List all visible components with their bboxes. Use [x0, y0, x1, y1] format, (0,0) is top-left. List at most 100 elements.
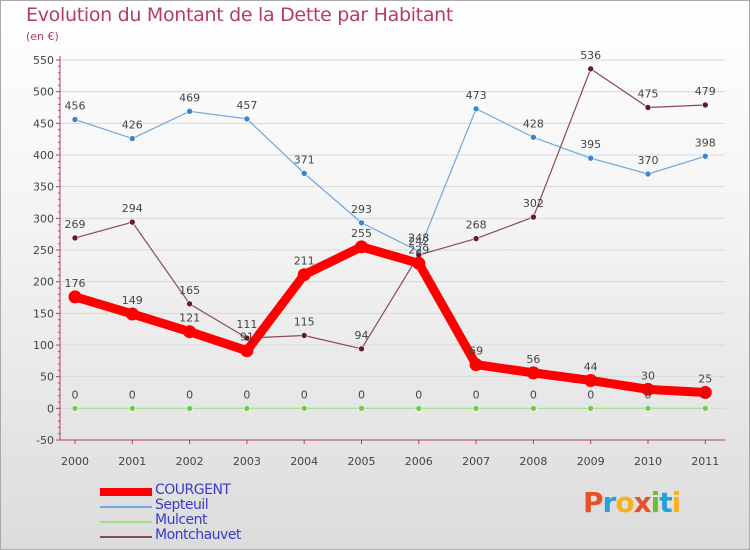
x-tick-label-2004: 2004: [290, 455, 318, 468]
data-label-septeuil-2010: 370: [638, 154, 659, 167]
y-tick-label-400: 400: [33, 149, 54, 162]
data-label-montchauvet-2002: 165: [179, 284, 200, 297]
data-label-montchauvet-2008: 302: [523, 197, 544, 210]
legend-swatch-montchauvet: [100, 536, 152, 538]
data-label-courgent-2007: 69: [469, 345, 483, 358]
point-courgent-2009: [584, 373, 598, 387]
data-label-montchauvet-2001: 294: [122, 202, 143, 215]
y-tick-label-0: 0: [47, 402, 54, 415]
data-label-courgent-2004: 211: [294, 255, 315, 268]
x-tick-label-2003: 2003: [233, 455, 261, 468]
y-tick-labels: -50 0 50 100 150 200 250 300 350 400 450 500 550: [33, 54, 54, 447]
data-label-septeuil-2007: 473: [466, 89, 487, 102]
point-courgent-2010: [641, 382, 655, 396]
series-line-septeuil: [74, 108, 706, 252]
x-tick-label-2000: 2000: [61, 455, 89, 468]
x-tick-label-2002: 2002: [176, 455, 204, 468]
data-label-montchauvet-2011: 479: [695, 85, 716, 98]
axes: [56, 56, 725, 444]
logo-letter: i: [650, 486, 661, 519]
data-label-mulcent-2007: 0: [473, 388, 480, 401]
point-mulcent-2004: [300, 405, 308, 412]
point-mulcent-2011: [701, 405, 709, 412]
logo-letter: x: [633, 486, 652, 519]
x-tick-label-2007: 2007: [462, 455, 490, 468]
point-courgent-2002: [183, 325, 197, 339]
point-courgent-2007: [469, 358, 483, 372]
point-courgent-2004: [297, 268, 311, 282]
point-mulcent-2009: [587, 405, 595, 412]
point-septeuil-2005: [358, 219, 365, 227]
series-layer: [68, 65, 712, 412]
proxiti-logo: Proxiti: [583, 486, 682, 519]
point-courgent-2011: [698, 386, 712, 399]
logo-letter: i: [671, 486, 682, 519]
chart-title: Evolution du Montant de la Dette par Hab…: [26, 4, 454, 26]
x-tick-label-2011: 2011: [691, 455, 719, 468]
series-line-montchauvet: [74, 68, 706, 350]
x-tick-label-2001: 2001: [118, 455, 146, 468]
series-line-courgent: [70, 242, 710, 397]
y-tick-label-350: 350: [33, 181, 54, 194]
data-label-courgent-2009: 44: [584, 360, 598, 373]
data-label-courgent-2008: 56: [526, 353, 540, 366]
legend-swatch-mulcent: [100, 521, 152, 523]
point-montchauvet-2000: [71, 234, 79, 242]
y-tick-label-50: 50: [40, 371, 54, 384]
point-courgent-2006: [412, 256, 426, 270]
point-mulcent-2005: [358, 405, 365, 412]
data-label-mulcent-2004: 0: [301, 388, 308, 401]
legend-item-septeuil: Septeuil: [100, 497, 300, 514]
legend-label-mulcent: Mulcent: [155, 512, 208, 528]
data-label-septeuil-2003: 457: [236, 99, 257, 112]
data-label-mulcent-2005: 0: [358, 388, 365, 401]
data-label-montchauvet-2003: 111: [236, 318, 257, 331]
data-label-courgent-2001: 149: [122, 294, 143, 307]
point-courgent-2001: [125, 307, 139, 321]
point-septeuil-2001: [129, 135, 136, 142]
data-label-septeuil-2004: 371: [294, 153, 315, 166]
data-label-montchauvet-2007: 268: [466, 219, 487, 232]
data-label-septeuil-2005: 293: [351, 203, 372, 216]
point-mulcent-2010: [644, 405, 652, 412]
y-tick-label--50: -50: [36, 434, 54, 447]
data-label-courgent-2002: 121: [179, 312, 200, 325]
point-courgent-2000: [68, 290, 82, 304]
legend-label-courgent: COURGENT: [155, 482, 231, 498]
grid-lines: [60, 59, 725, 441]
data-label-montchauvet-2010: 475: [638, 88, 659, 101]
point-mulcent-2006: [415, 405, 423, 412]
point-septeuil-2008: [530, 133, 537, 141]
x-tick-label-2006: 2006: [405, 455, 433, 468]
point-montchauvet-2009: [587, 65, 595, 73]
x-tick-label-2008: 2008: [519, 455, 547, 468]
data-label-montchauvet-2005: 94: [355, 329, 369, 342]
point-mulcent-2000: [71, 405, 79, 412]
logo-letter: P: [583, 486, 604, 519]
point-septeuil-2002: [186, 108, 193, 115]
data-label-montchauvet-2006: 242: [408, 235, 429, 248]
data-label-courgent-2006: 229: [408, 243, 429, 256]
x-tick-labels: 2000 2001 2002 2003 2004 2005 2006 2007 2008 2009…: [61, 455, 719, 468]
data-label-mulcent-2001: 0: [129, 388, 136, 401]
legend-swatch-courgent: [100, 488, 152, 496]
point-courgent-2008: [526, 366, 540, 380]
data-label-septeuil-2001: 426: [122, 119, 143, 132]
data-label-septeuil-2009: 395: [580, 138, 601, 151]
y-tick-label-100: 100: [33, 339, 54, 352]
y-tick-label-500: 500: [33, 86, 54, 99]
data-label-septeuil-2002: 469: [179, 91, 200, 104]
point-montchauvet-2005: [358, 345, 365, 353]
data-label-septeuil-2000: 456: [65, 100, 86, 113]
logo-letter: r: [602, 486, 617, 519]
data-label-mulcent-2000: 0: [72, 388, 79, 401]
point-montchauvet-2010: [644, 104, 652, 111]
point-montchauvet-2001: [129, 218, 136, 226]
point-mulcent-2002: [186, 405, 193, 412]
data-label-courgent-2011: 25: [698, 373, 712, 386]
point-septeuil-2004: [300, 170, 308, 177]
legend-item-mulcent: Mulcent: [100, 512, 300, 529]
data-label-courgent-2003: 91: [240, 331, 254, 344]
data-label-mulcent-2003: 0: [243, 388, 250, 401]
